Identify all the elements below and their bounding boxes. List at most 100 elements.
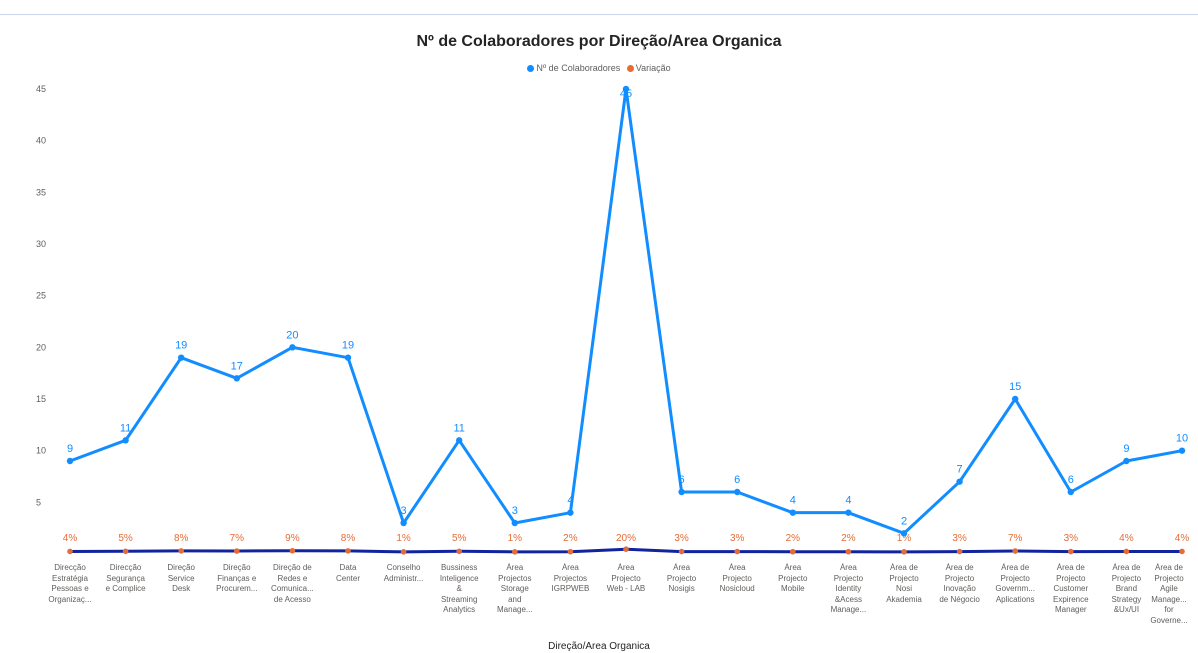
variacao-data-label: 2%	[786, 533, 801, 544]
colaboradores-point	[1123, 457, 1130, 465]
variacao-data-label: 1%	[508, 533, 523, 544]
colaboradores-point	[956, 478, 963, 485]
variacao-data-label: 2%	[841, 533, 856, 544]
variacao-point	[234, 548, 240, 554]
colaboradores-data-label: 9	[1123, 443, 1129, 455]
variacao-point	[1123, 548, 1130, 555]
colaboradores-point	[1067, 488, 1075, 496]
colaboradores-point	[845, 509, 852, 516]
colaboradores-point	[233, 375, 240, 382]
x-tick-label: Área de Projecto Customer Expirence Mana…	[1053, 563, 1089, 614]
variacao-data-label: 5%	[452, 533, 467, 544]
x-tick-label: Direção Finanças e Procurem...	[216, 563, 258, 593]
colaboradores-point	[678, 488, 685, 496]
y-tick-label: 10	[36, 446, 46, 456]
colaboradores-data-label: 11	[453, 422, 464, 434]
variacao-point	[734, 548, 740, 555]
variacao-data-label: 8%	[341, 533, 356, 544]
x-tick-label: Conselho Administr...	[383, 563, 424, 583]
x-tick-label: Data Center	[335, 563, 360, 583]
variacao-data-label: 4%	[63, 533, 78, 544]
x-tick-label: Área de Projecto Agile Manage... for Gov…	[1150, 563, 1188, 625]
colaboradores-point	[122, 437, 129, 444]
variacao-data-label: 7%	[230, 533, 245, 544]
y-tick-label: 30	[36, 239, 46, 249]
legend-label-colaboradores: Nº de Colaboradores	[536, 63, 621, 73]
variacao-data-label: 5%	[118, 533, 133, 544]
colaboradores-point	[789, 509, 796, 516]
colaboradores-point	[456, 437, 463, 444]
y-tick-label: 35	[36, 187, 46, 197]
x-tick-label: Área de Projecto Brand Strategy &Ux/UI	[1111, 563, 1142, 614]
colaboradores-data-label: 45	[620, 88, 632, 100]
variacao-data-label: 3%	[730, 533, 745, 544]
colaboradores-point	[178, 354, 185, 361]
colaboradores-data-label: 4	[567, 495, 573, 507]
variacao-data-label: 3%	[1064, 533, 1079, 544]
variacao-data-label: 2%	[563, 533, 578, 544]
colaboradores-data-label: 4	[790, 495, 796, 507]
variacao-point	[901, 549, 907, 555]
x-tick-label: Direção Service Desk	[167, 563, 195, 593]
variacao-point	[512, 549, 518, 555]
x-tick-label: Área Projecto Web - LAB	[606, 563, 646, 593]
colaboradores-data-label: 6	[734, 474, 740, 486]
y-tick-label: 5	[36, 497, 41, 507]
x-tick-label: Bussiness Inteligence & Streaming Analyt…	[439, 563, 479, 614]
colaboradores-point	[66, 457, 74, 465]
variacao-data-label: 4%	[1119, 533, 1134, 544]
colaboradores-point	[1178, 447, 1186, 454]
variacao-point	[345, 548, 351, 554]
x-tick-label: Área de Projecto Governm... Aplications	[995, 563, 1035, 604]
x-tick-label: Direção de Redes e Comunica... de Acesso	[271, 563, 314, 604]
colaboradores-data-label: 4	[845, 495, 851, 507]
x-tick-label: Direcção Estratégia Pessoas e Organizaç.…	[48, 563, 92, 604]
colaboradores-data-label: 19	[175, 340, 187, 352]
legend-marker-colaboradores	[527, 65, 535, 72]
colaboradores-data-label: 17	[231, 360, 243, 372]
colaboradores-point	[900, 530, 908, 537]
colaboradores-data-label: 19	[342, 340, 354, 352]
variacao-point	[456, 548, 463, 555]
colaboradores-point	[289, 344, 296, 351]
variacao-point	[122, 548, 129, 555]
legend-item-colaboradores[interactable]: Nº de Colaboradores	[527, 63, 620, 73]
colaboradores-line	[69, 87, 1183, 535]
variacao-data-label: 3%	[952, 533, 967, 544]
x-tick-label: Direcção Segurança e Complice	[105, 563, 146, 593]
chart-title: Nº de Colaboradores por Direção/Area Org…	[416, 33, 782, 50]
variacao-point	[845, 548, 852, 555]
x-tick-label: Área de Projecto Inovação de Négocio	[939, 563, 980, 604]
colaboradores-point	[344, 354, 352, 361]
y-tick-label: 40	[36, 136, 46, 146]
colaboradores-data-label: 9	[67, 443, 73, 455]
top-divider	[0, 14, 1198, 15]
variacao-data-label: 1%	[396, 533, 411, 544]
colaboradores-point	[1012, 395, 1019, 403]
variacao-point	[289, 547, 296, 554]
colaboradores-point	[567, 509, 574, 516]
colaboradores-data-label: 20	[286, 329, 298, 341]
colaboradores-data-label: 11	[120, 422, 131, 434]
colaboradores-data-label: 6	[679, 474, 685, 486]
colaboradores-point	[734, 488, 741, 496]
variacao-data-label: 3%	[674, 533, 689, 544]
x-axis-title: Direção/Area Organica	[548, 641, 650, 652]
colaboradores-data-label: 2	[901, 515, 907, 527]
colaboradores-data-label: 3	[401, 505, 407, 517]
variacao-point	[1068, 548, 1074, 555]
variacao-data-label: 1%	[897, 533, 912, 544]
variacao-data-label: 4%	[1175, 533, 1190, 544]
colaboradores-point	[511, 519, 518, 527]
variacao-point	[956, 548, 963, 555]
variacao-point	[790, 548, 796, 555]
y-tick-label: 15	[36, 394, 46, 404]
colaboradores-point	[622, 85, 630, 93]
y-tick-label: 25	[36, 291, 46, 301]
legend-item-variacao[interactable]: Variação	[626, 63, 671, 73]
variacao-point	[567, 548, 574, 555]
variacao-point	[678, 548, 685, 555]
colaboradores-data-label: 7	[957, 464, 963, 476]
colaboradores-data-label: 15	[1009, 381, 1021, 393]
legend-label-variacao: Variação	[635, 63, 671, 73]
